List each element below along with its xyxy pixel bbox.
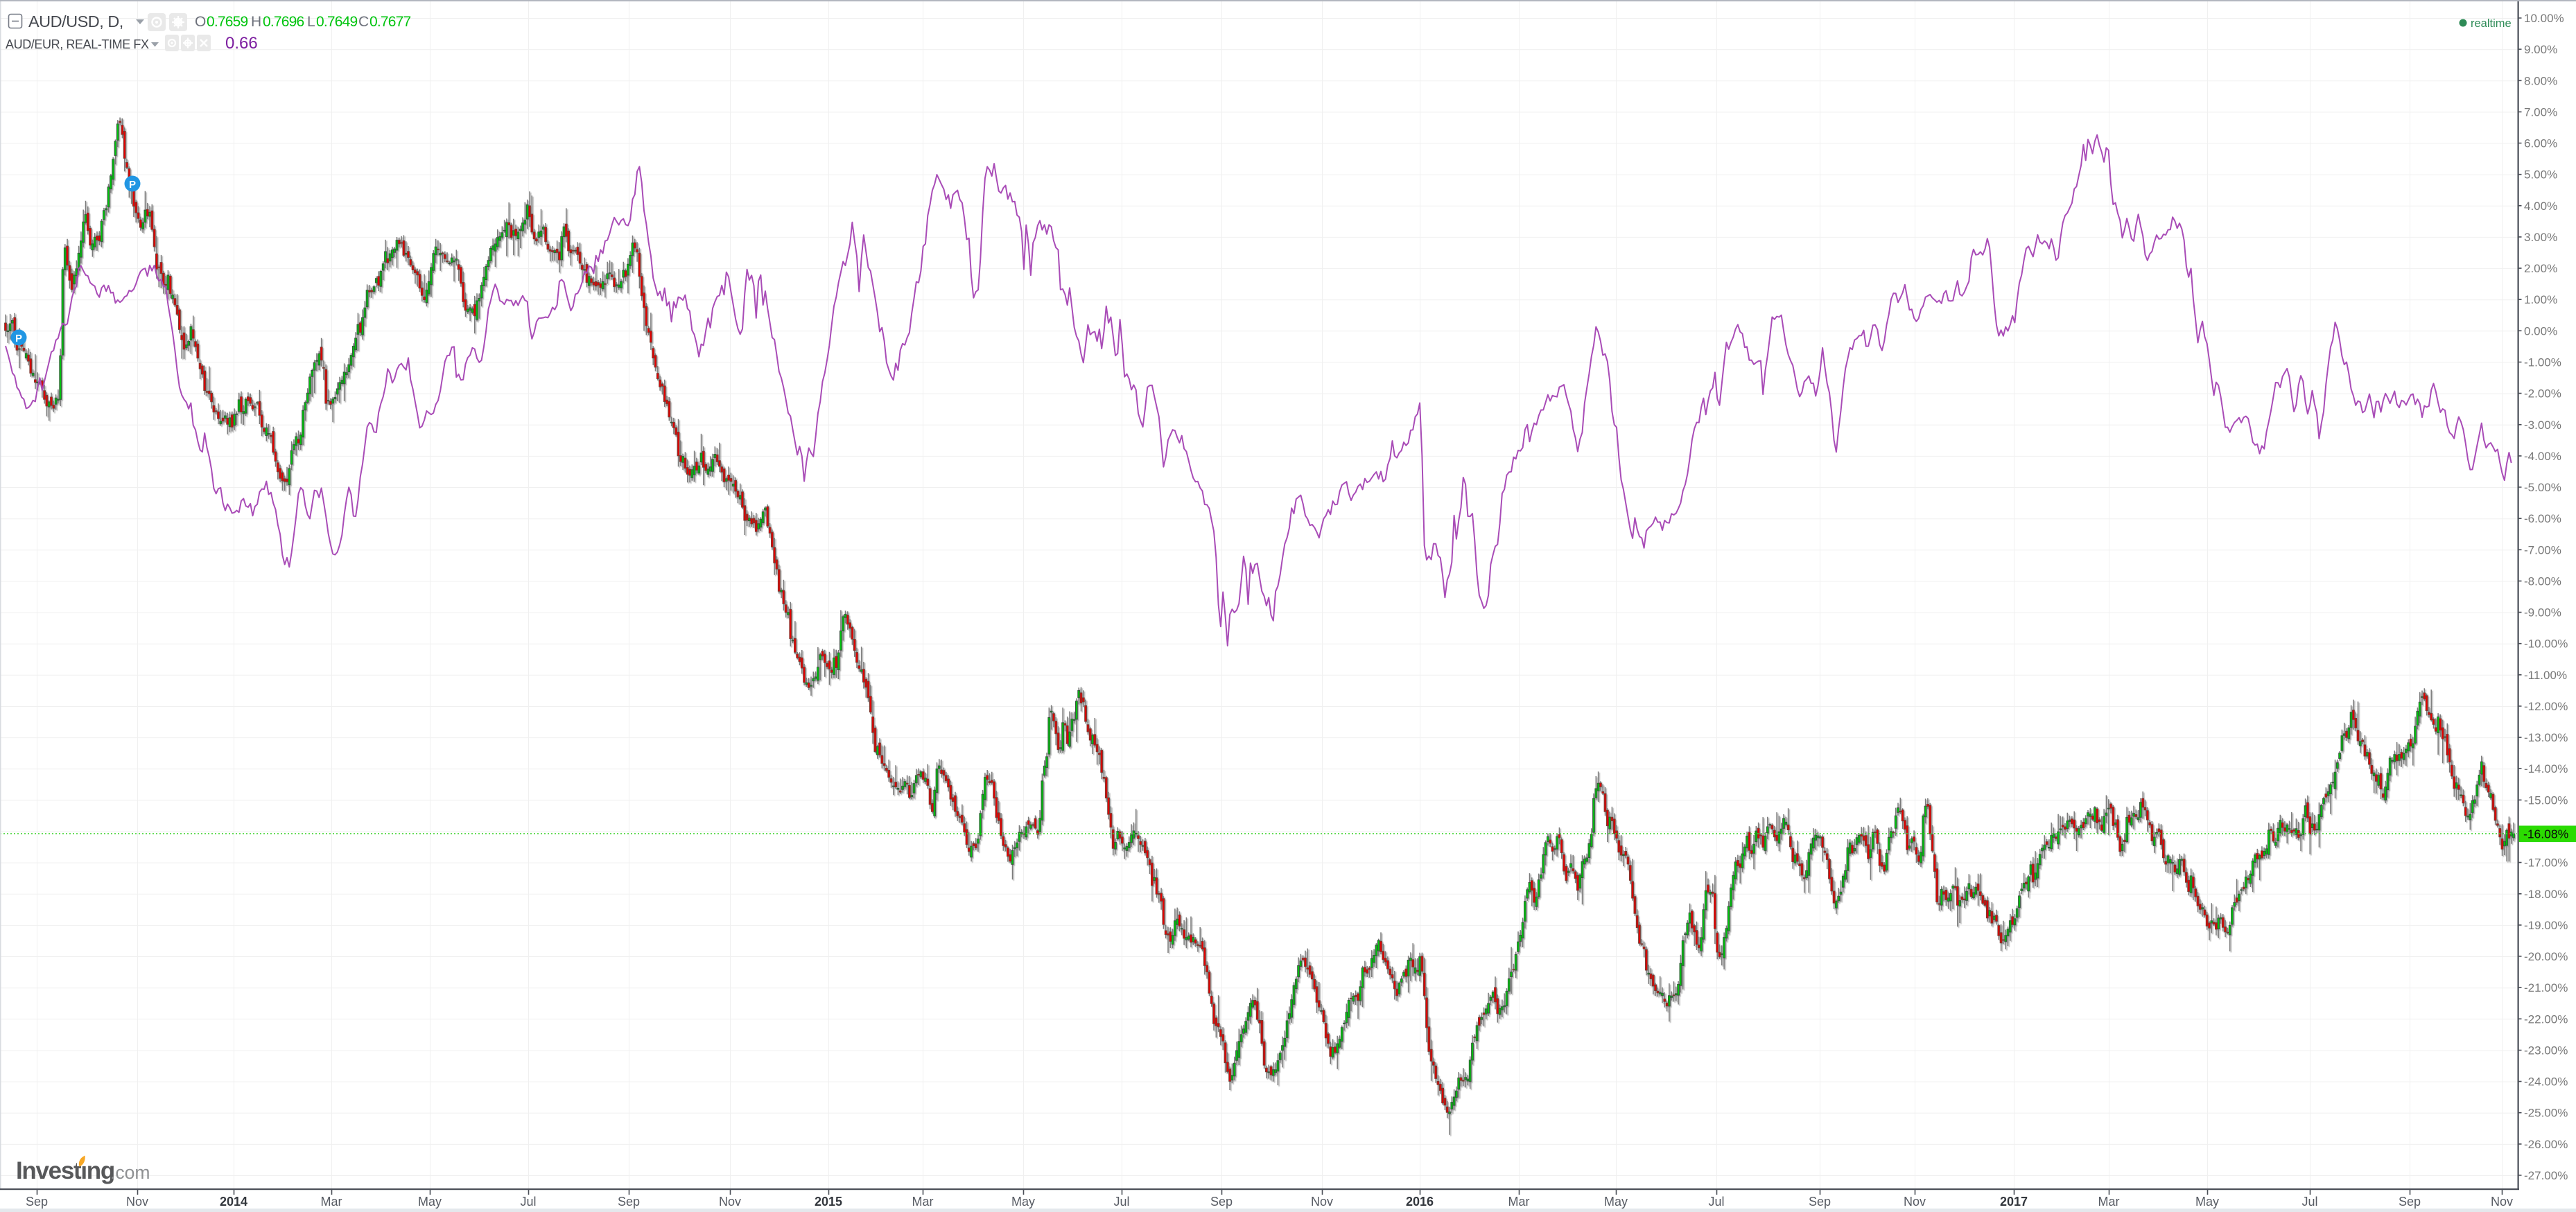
svg-text:-1.00%: -1.00% bbox=[2524, 356, 2561, 369]
svg-text:8.00%: 8.00% bbox=[2524, 74, 2557, 87]
svg-text:0.66: 0.66 bbox=[225, 34, 258, 53]
svg-text:0.7649: 0.7649 bbox=[316, 14, 358, 30]
svg-text:1.00%: 1.00% bbox=[2524, 293, 2557, 306]
svg-text:0.7696: 0.7696 bbox=[263, 14, 304, 30]
svg-text:Mar: Mar bbox=[321, 1195, 342, 1209]
svg-text:Mar: Mar bbox=[2098, 1195, 2120, 1209]
svg-text:Sep: Sep bbox=[2399, 1195, 2421, 1209]
svg-text:-20.00%: -20.00% bbox=[2524, 950, 2568, 963]
svg-text:L: L bbox=[307, 14, 315, 30]
svg-text:-12.00%: -12.00% bbox=[2524, 700, 2568, 713]
svg-text:-19.00%: -19.00% bbox=[2524, 919, 2568, 932]
svg-text:P: P bbox=[129, 179, 136, 191]
svg-text:Nov: Nov bbox=[2491, 1195, 2513, 1209]
svg-text:7.00%: 7.00% bbox=[2524, 105, 2557, 118]
svg-text:-7.00%: -7.00% bbox=[2524, 543, 2561, 556]
svg-text:-10.00%: -10.00% bbox=[2524, 638, 2568, 651]
svg-text:May: May bbox=[1604, 1195, 1628, 1209]
svg-text:May: May bbox=[1011, 1195, 1035, 1209]
svg-text:C: C bbox=[358, 14, 369, 30]
svg-text:-2.00%: -2.00% bbox=[2524, 387, 2561, 401]
svg-text:-23.00%: -23.00% bbox=[2524, 1044, 2568, 1057]
svg-text:-6.00%: -6.00% bbox=[2524, 512, 2561, 525]
svg-text:-18.00%: -18.00% bbox=[2524, 888, 2568, 901]
svg-text:-3.00%: -3.00% bbox=[2524, 419, 2561, 432]
svg-text:Jul: Jul bbox=[520, 1195, 536, 1209]
svg-text:Nov: Nov bbox=[719, 1195, 741, 1209]
svg-text:-21.00%: -21.00% bbox=[2524, 981, 2568, 994]
svg-text:Jul: Jul bbox=[1708, 1195, 1724, 1209]
svg-text:AUD/EUR, REAL-TIME FX: AUD/EUR, REAL-TIME FX bbox=[6, 37, 149, 51]
svg-text:-27.00%: -27.00% bbox=[2524, 1169, 2568, 1182]
svg-text:-11.00%: -11.00% bbox=[2524, 669, 2567, 682]
svg-text:-14.00%: -14.00% bbox=[2524, 762, 2568, 775]
svg-text:Sep: Sep bbox=[1809, 1195, 1831, 1209]
svg-text:Nov: Nov bbox=[1904, 1195, 1926, 1209]
svg-text:May: May bbox=[418, 1195, 442, 1209]
svg-text:-17.00%: -17.00% bbox=[2524, 857, 2568, 870]
svg-text:Sep: Sep bbox=[618, 1195, 640, 1209]
svg-text:0.7659: 0.7659 bbox=[207, 14, 248, 30]
svg-text:6.00%: 6.00% bbox=[2524, 137, 2557, 150]
svg-text:O: O bbox=[195, 14, 206, 30]
svg-text:-5.00%: -5.00% bbox=[2524, 481, 2561, 494]
svg-text:Mar: Mar bbox=[912, 1195, 934, 1209]
svg-text:3.00%: 3.00% bbox=[2524, 231, 2557, 244]
svg-text:-8.00%: -8.00% bbox=[2524, 574, 2561, 588]
svg-text:May: May bbox=[2195, 1195, 2219, 1209]
svg-text:2015: 2015 bbox=[815, 1195, 842, 1209]
svg-text:P: P bbox=[15, 333, 22, 344]
svg-text:Jul: Jul bbox=[1113, 1195, 1129, 1209]
svg-text:0.00%: 0.00% bbox=[2524, 324, 2557, 337]
svg-text:-24.00%: -24.00% bbox=[2524, 1075, 2568, 1089]
svg-text:-4.00%: -4.00% bbox=[2524, 450, 2561, 463]
svg-text:-26.00%: -26.00% bbox=[2524, 1138, 2568, 1151]
svg-text:5.00%: 5.00% bbox=[2524, 168, 2557, 182]
svg-text:-13.00%: -13.00% bbox=[2524, 731, 2568, 744]
svg-text:Nov: Nov bbox=[126, 1195, 148, 1209]
svg-text:10.00%: 10.00% bbox=[2524, 12, 2564, 25]
svg-text:2016: 2016 bbox=[1406, 1195, 1434, 1209]
svg-text:AUD/USD, D,: AUD/USD, D, bbox=[28, 12, 123, 30]
svg-text:2014: 2014 bbox=[220, 1195, 247, 1209]
svg-text:-16.08%: -16.08% bbox=[2523, 827, 2568, 841]
svg-text:realtime: realtime bbox=[2471, 17, 2512, 30]
svg-text:H: H bbox=[251, 14, 261, 30]
svg-text:Nov: Nov bbox=[1311, 1195, 1333, 1209]
svg-text:-15.00%: -15.00% bbox=[2524, 793, 2568, 807]
svg-text:Sep: Sep bbox=[26, 1195, 48, 1209]
svg-text:2017: 2017 bbox=[2000, 1195, 2028, 1209]
svg-text:9.00%: 9.00% bbox=[2524, 43, 2557, 56]
svg-text:-9.00%: -9.00% bbox=[2524, 606, 2561, 620]
svg-text:Investing: Investing bbox=[16, 1157, 114, 1184]
svg-text:Sep: Sep bbox=[1210, 1195, 1233, 1209]
svg-text:Jul: Jul bbox=[2301, 1195, 2317, 1209]
svg-text:4.00%: 4.00% bbox=[2524, 200, 2557, 213]
svg-text:2.00%: 2.00% bbox=[2524, 262, 2557, 275]
svg-text:-25.00%: -25.00% bbox=[2524, 1107, 2568, 1120]
svg-text:Mar: Mar bbox=[1508, 1195, 1530, 1209]
svg-text:.com: .com bbox=[110, 1162, 150, 1183]
svg-text:-22.00%: -22.00% bbox=[2524, 1012, 2568, 1026]
svg-text:0.7677: 0.7677 bbox=[369, 14, 411, 30]
